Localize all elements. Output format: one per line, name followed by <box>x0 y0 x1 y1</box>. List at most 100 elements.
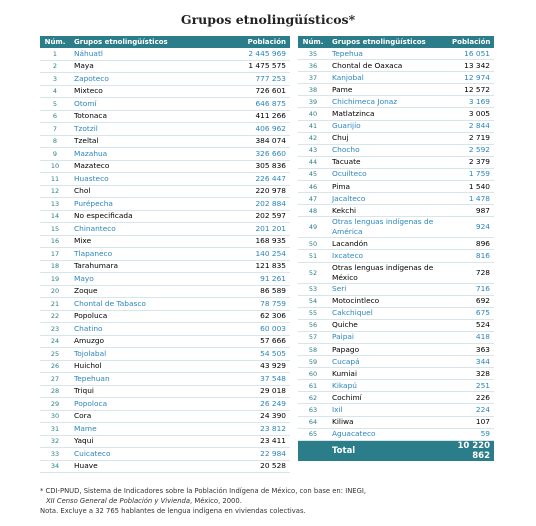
population: 26 249 <box>210 397 290 411</box>
group-name: Mixe <box>70 235 210 248</box>
population: 202 597 <box>210 210 290 223</box>
row-number: 1 <box>40 48 70 61</box>
row-number: 50 <box>298 237 328 251</box>
row: 57 Paipai 418 <box>298 331 494 344</box>
row: 8 Tzeltal 384 074 <box>40 135 290 148</box>
row-number: 53 <box>298 283 328 296</box>
population: 57 666 <box>210 335 290 348</box>
total-label: Total <box>328 440 448 461</box>
group-name: Tlapaneco <box>70 247 210 261</box>
population: 418 <box>448 331 494 344</box>
row-number: 41 <box>298 120 328 133</box>
population: 896 <box>448 237 494 251</box>
group-name: Mixteco <box>70 85 210 98</box>
population: 20 528 <box>210 460 290 473</box>
row-number: 28 <box>40 385 70 398</box>
row-number: 21 <box>40 297 70 311</box>
population: 60 003 <box>210 322 290 336</box>
group-name: Huave <box>70 460 210 473</box>
population: 328 <box>448 367 494 381</box>
row-number: 45 <box>298 168 328 182</box>
row-number: 27 <box>40 372 70 386</box>
row-number: 39 <box>298 95 328 109</box>
row-number: 24 <box>40 335 70 348</box>
population: 226 <box>448 391 494 405</box>
table-right: Núm. Grupos etnolingüísticos Población 3… <box>298 36 494 461</box>
group-name: Kumiai <box>328 367 448 381</box>
row: 13 Purépecha 202 884 <box>40 197 290 211</box>
row: 29 Popoloca 26 249 <box>40 397 290 411</box>
population: 326 660 <box>210 147 290 161</box>
row-number: 65 <box>298 428 328 441</box>
group-name: Kiliwa <box>328 416 448 429</box>
group-name: Cucapá <box>328 355 448 369</box>
population: 363 <box>448 343 494 357</box>
row: 50 Lacandón 896 <box>298 237 494 251</box>
group-name: Chocho <box>328 144 448 157</box>
group-name: Amuzgo <box>70 335 210 348</box>
population: 2 445 969 <box>210 48 290 61</box>
population: 1 475 575 <box>210 60 290 73</box>
population: 37 548 <box>210 372 290 386</box>
row: 26 Huichol 43 929 <box>40 360 290 373</box>
row-number: 11 <box>40 172 70 186</box>
row-number: 40 <box>298 107 328 121</box>
group-name: Cakchiquel <box>328 307 448 320</box>
row: 62 Cochimí 226 <box>298 391 494 405</box>
population: 3 005 <box>448 107 494 121</box>
header-cell: Grupos etnolingüísticos <box>70 36 210 48</box>
population: 716 <box>448 283 494 296</box>
row-number: 63 <box>298 403 328 417</box>
row-number: 59 <box>298 355 328 369</box>
population: 43 929 <box>210 360 290 373</box>
group-name: Pame <box>328 83 448 97</box>
group-name: Quiche <box>328 319 448 332</box>
population: 384 074 <box>210 135 290 148</box>
group-name: Jacalteco <box>328 192 448 206</box>
row: 36 Chontal de Oaxaca 13 342 <box>298 59 494 73</box>
group-name: Popoluca <box>70 310 210 323</box>
row-number: 17 <box>40 247 70 261</box>
row-number: 8 <box>40 135 70 148</box>
row: 18 Tarahumara 121 835 <box>40 260 290 273</box>
group-name: Kikapú <box>328 379 448 393</box>
population: 13 342 <box>448 59 494 73</box>
row: 9 Mazahua 326 660 <box>40 147 290 161</box>
group-name: Tepehua <box>328 48 448 61</box>
population: 2 379 <box>448 156 494 169</box>
row-number: 52 <box>298 262 328 284</box>
group-name: Seri <box>328 283 448 296</box>
row: 42 Chuj 2 719 <box>298 132 494 145</box>
group-name: Triqui <box>70 385 210 398</box>
row: 27 Tepehuan 37 548 <box>40 372 290 386</box>
row: 11 Huasteco 226 447 <box>40 172 290 186</box>
population: 202 884 <box>210 197 290 211</box>
row: 52 Otras lenguas indígenas de México 728 <box>298 262 494 284</box>
row: 39 Chichimeca Jonaz 3 169 <box>298 95 494 109</box>
row-number: 46 <box>298 180 328 194</box>
group-name: Zapoteco <box>70 72 210 86</box>
total-value: 10 220 862 <box>448 440 494 461</box>
row-number: 4 <box>40 85 70 98</box>
population: 59 <box>448 428 494 441</box>
group-name: Tzotzil <box>70 122 210 136</box>
header-cell: Población <box>448 36 494 48</box>
row: 21 Chontal de Tabasco 78 759 <box>40 297 290 311</box>
row-number: 51 <box>298 249 328 263</box>
group-name: Tojolabal <box>70 347 210 361</box>
row-number: 16 <box>40 235 70 248</box>
population: 86 589 <box>210 285 290 298</box>
row-number: 6 <box>40 110 70 123</box>
row-number: 32 <box>40 435 70 448</box>
group-name: Otras lenguas indígenas de América <box>328 216 448 239</box>
row-number: 31 <box>40 422 70 436</box>
group-name: Guarijío <box>328 120 448 133</box>
row: 51 Ixcateco 816 <box>298 249 494 263</box>
group-name: Lacandón <box>328 237 448 251</box>
source: , México, 2000. <box>190 497 242 505</box>
group-name: Otomí <box>70 97 210 111</box>
group-name: Huasteco <box>70 172 210 186</box>
group-name: Tepehuan <box>70 372 210 386</box>
group-name: Popoloca <box>70 397 210 411</box>
population: 62 306 <box>210 310 290 323</box>
